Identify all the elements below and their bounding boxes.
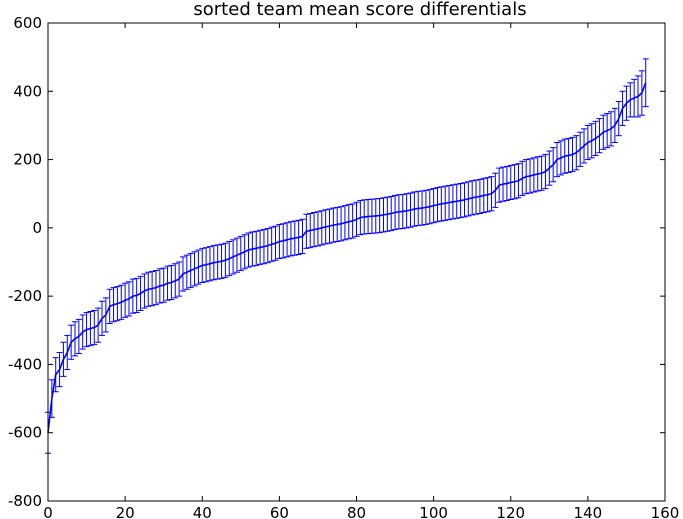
y-tick-label: -800 — [8, 492, 42, 510]
x-tick-label: 40 — [193, 504, 212, 519]
y-tick-labels: 600 400 200 0 -200 -400 -600 -800 — [8, 14, 42, 510]
chart-title: sorted team mean score differentials — [193, 0, 526, 20]
x-tick-label: 160 — [651, 504, 680, 519]
x-tick-label: 0 — [43, 504, 53, 519]
series-line — [47, 82, 647, 433]
plot-frame — [47, 22, 666, 502]
x-tick-label: 20 — [116, 504, 135, 519]
y-tick-label: 400 — [13, 82, 42, 100]
y-tick-label: 0 — [32, 219, 42, 237]
x-tick-label: 100 — [419, 504, 448, 519]
y-tick-label: -600 — [8, 424, 42, 442]
y-tick-label: 200 — [13, 151, 42, 169]
y-tick-label: -400 — [8, 355, 42, 373]
y-tick-label: -200 — [8, 287, 42, 305]
x-tick-labels: 0 20 40 60 80 100 120 140 160 — [43, 504, 679, 519]
x-tick-label: 140 — [574, 504, 603, 519]
x-tick-label: 80 — [347, 504, 366, 519]
x-tick-label: 60 — [270, 504, 289, 519]
x-tick-label: 120 — [496, 504, 525, 519]
y-tick-label: 600 — [13, 14, 42, 32]
